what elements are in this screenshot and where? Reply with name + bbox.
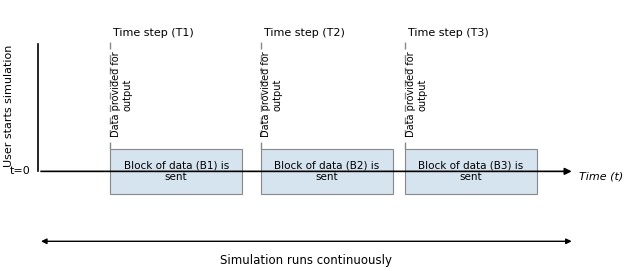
Text: Block of data (B1) is
sent: Block of data (B1) is sent (124, 160, 229, 182)
Bar (261, 149, 392, 194)
Text: Block of data (B2) is
sent: Block of data (B2) is sent (274, 160, 379, 182)
Text: Simulation runs continuously: Simulation runs continuously (220, 254, 392, 267)
Text: Time step (T2): Time step (T2) (264, 28, 345, 38)
Text: Data provided for
output: Data provided for output (111, 52, 133, 137)
Text: Time (t): Time (t) (579, 171, 623, 181)
Bar (405, 149, 537, 194)
Text: Time step (T3): Time step (T3) (408, 28, 489, 38)
Text: Time step (T1): Time step (T1) (114, 28, 194, 38)
Bar (110, 149, 242, 194)
Text: Data provided for
output: Data provided for output (406, 52, 427, 137)
Text: Block of data (B3) is
sent: Block of data (B3) is sent (418, 160, 524, 182)
Text: Data provided for
output: Data provided for output (261, 52, 283, 137)
Text: User starts simulation: User starts simulation (4, 45, 14, 167)
Text: t=0: t=0 (10, 166, 31, 176)
